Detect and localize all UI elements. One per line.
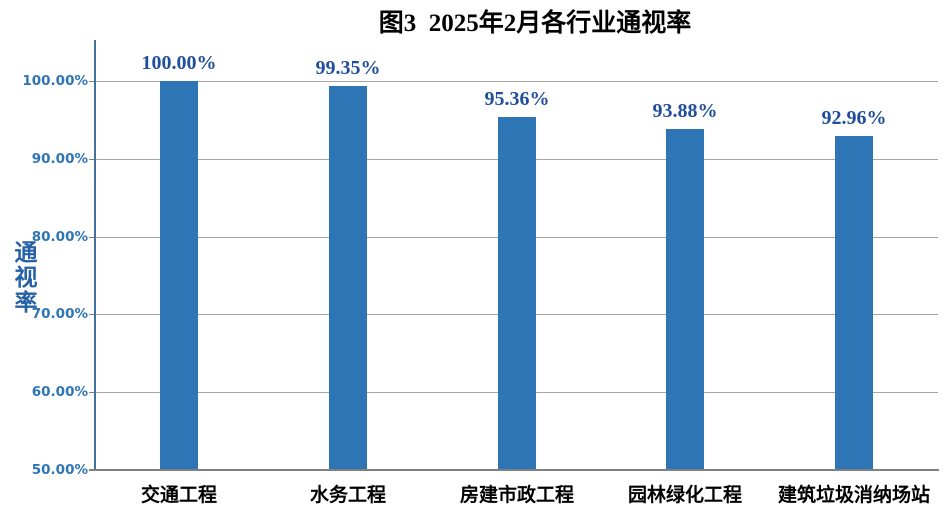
y-tick-label: 100.00%	[22, 73, 88, 89]
y-axis-title: 通视率	[11, 240, 36, 315]
bar-value-label: 100.00%	[141, 52, 217, 74]
y-axis-line	[94, 40, 96, 471]
y-axis-tick-70	[89, 314, 96, 315]
bar	[666, 129, 704, 470]
y-tick-label: 60.00%	[31, 384, 88, 400]
category-label: 水务工程	[309, 485, 386, 506]
category-label: 房建市政工程	[459, 485, 574, 506]
chart-title: 图3 2025年2月各行业通视率	[378, 10, 692, 37]
category-label: 交通工程	[140, 485, 217, 506]
bar	[835, 136, 873, 470]
y-tick-label: 50.00%	[31, 462, 88, 478]
y-axis-tick-60	[89, 392, 96, 393]
x-axis-line	[89, 469, 939, 471]
bar-value-label: 99.35%	[315, 57, 381, 79]
gridline-100	[96, 81, 938, 82]
category-label: 园林绿化工程	[627, 485, 742, 506]
y-tick-label: 80.00%	[31, 229, 88, 245]
y-axis-tick-90	[89, 159, 96, 160]
bar	[329, 86, 367, 470]
y-axis-tick-80	[89, 237, 96, 238]
y-axis-tick-100	[89, 81, 96, 82]
bar	[160, 81, 198, 470]
bar-value-label: 92.96%	[821, 107, 887, 129]
bar	[498, 117, 536, 470]
bar-value-label: 95.36%	[484, 88, 550, 110]
y-tick-label: 70.00%	[31, 306, 88, 322]
y-tick-label: 90.00%	[31, 151, 88, 167]
category-label: 建筑垃圾消纳场站	[777, 485, 930, 506]
bar-value-label: 93.88%	[652, 100, 718, 122]
